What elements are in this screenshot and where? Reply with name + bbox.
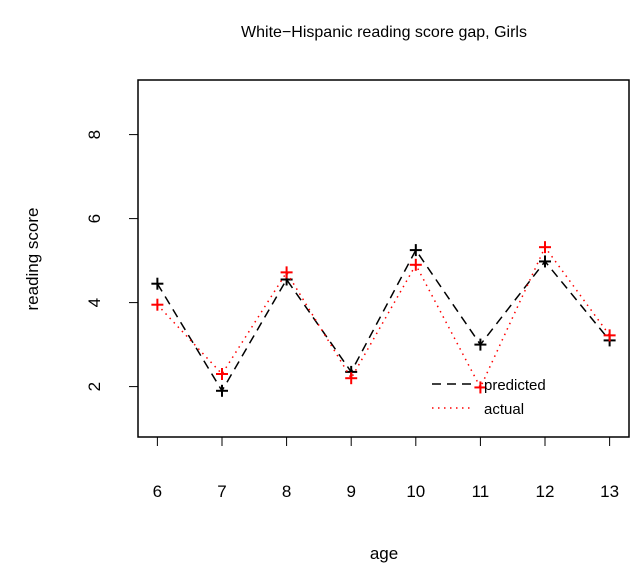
x-tick-label: 12 bbox=[536, 482, 555, 501]
data-point-predicted bbox=[474, 338, 487, 351]
legend-label-actual: actual bbox=[484, 401, 524, 418]
data-point-predicted bbox=[215, 384, 228, 397]
legend-label-predicted: predicted bbox=[484, 377, 546, 394]
data-point-actual bbox=[280, 266, 293, 279]
data-point-actual bbox=[151, 298, 164, 311]
x-tick-label: 6 bbox=[153, 482, 162, 501]
x-axis: 6 7 8 9 10 11 12 13 bbox=[153, 436, 619, 501]
series-line-predicted bbox=[156, 248, 611, 393]
data-point-actual bbox=[539, 241, 552, 254]
data-point-actual bbox=[409, 258, 422, 271]
data-point-actual bbox=[215, 368, 228, 380]
x-tick-label: 9 bbox=[346, 482, 355, 501]
x-axis-label: age bbox=[370, 544, 398, 563]
y-tick-label: 6 bbox=[85, 214, 104, 223]
data-point-predicted bbox=[409, 244, 422, 257]
data-point-predicted bbox=[539, 255, 552, 268]
series-layer bbox=[151, 241, 616, 397]
data-point-actual bbox=[345, 372, 358, 385]
x-tick-label: 13 bbox=[600, 482, 619, 501]
legend: predicted actual bbox=[432, 377, 546, 418]
x-tick-label: 7 bbox=[217, 482, 226, 501]
series-line-actual bbox=[156, 245, 611, 390]
x-tick-label: 10 bbox=[406, 482, 425, 501]
y-tick-label: 4 bbox=[85, 298, 104, 307]
x-tick-label: 11 bbox=[472, 482, 490, 501]
y-axis-label: reading score bbox=[23, 207, 42, 310]
y-tick-label: 8 bbox=[85, 130, 104, 139]
y-axis: 2 4 6 8 bbox=[85, 130, 139, 391]
chart-title: White−Hispanic reading score gap, Girls bbox=[241, 24, 527, 41]
x-tick-label: 8 bbox=[282, 482, 291, 501]
y-tick-label: 2 bbox=[85, 382, 104, 391]
series-actual bbox=[151, 241, 616, 394]
data-point-actual bbox=[603, 329, 616, 342]
data-point-actual bbox=[474, 381, 487, 394]
data-point-predicted bbox=[151, 277, 164, 290]
plot-frame bbox=[137, 79, 630, 438]
